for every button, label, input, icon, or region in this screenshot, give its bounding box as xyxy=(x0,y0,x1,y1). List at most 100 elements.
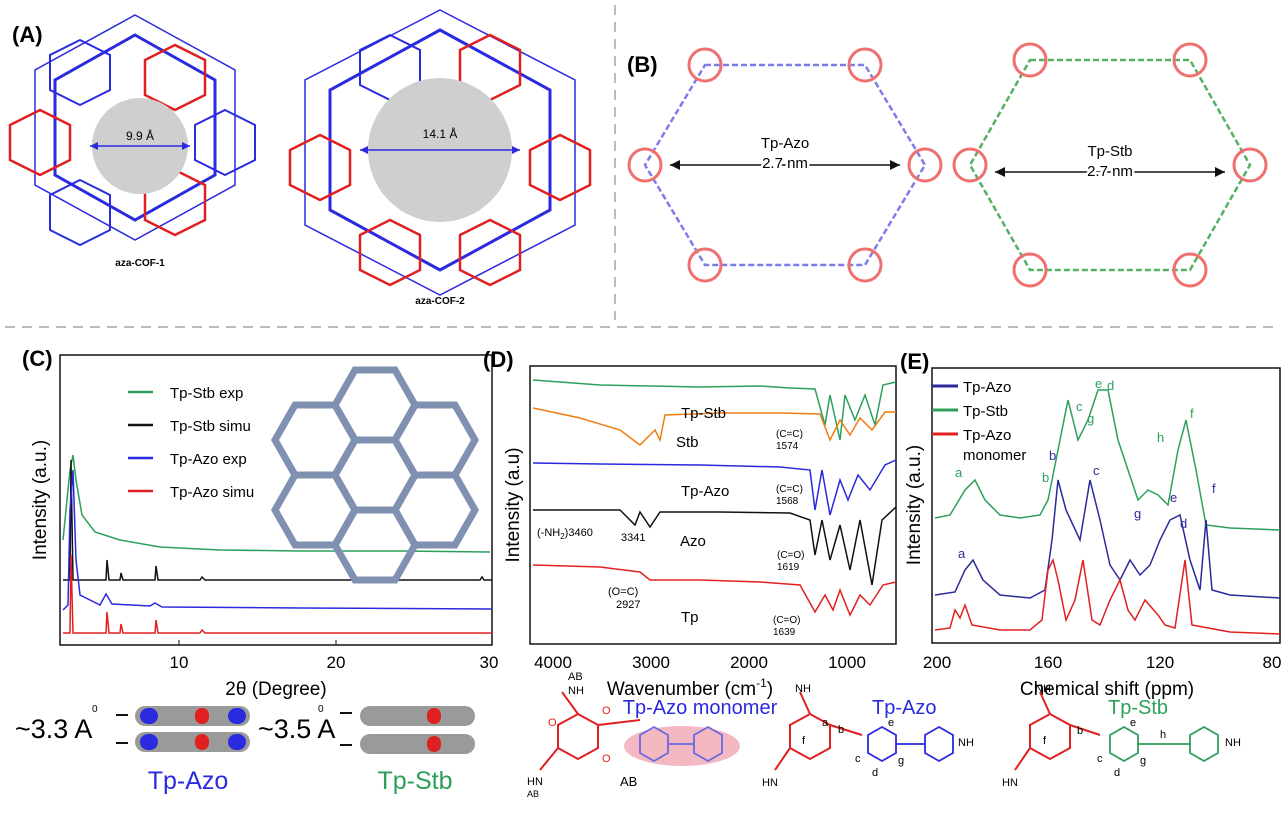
e-peak-stb-d: d xyxy=(1107,378,1114,393)
e-peak-azo-a: a xyxy=(958,546,966,561)
svg-text:O: O xyxy=(602,753,611,765)
d-ann-cc1-a: (C=C) xyxy=(776,429,803,440)
tp-azo-hexagon: Tp-Azo 2.7 nm xyxy=(627,47,943,283)
d-ann-oc-a: (O=C) xyxy=(608,586,638,598)
d-label-tp: Tp xyxy=(681,609,699,626)
c-xtick-30: 30 xyxy=(480,653,499,672)
tp-azo-size: 2.7 nm xyxy=(762,155,808,172)
d-ann-co2-b: 1639 xyxy=(773,627,796,638)
cof2-pore-label: 14.1 Å xyxy=(423,126,458,141)
d-ann-cc1-b: 1574 xyxy=(776,441,799,452)
d-xtick-4000: 4000 xyxy=(534,653,572,672)
d-trace-tp xyxy=(532,564,897,617)
svg-text:O: O xyxy=(548,717,557,729)
e-xtick-80: 80 xyxy=(1263,653,1282,672)
e-peak-stb-f: f xyxy=(1190,406,1194,421)
monomer-title: Tp-Azo monomer xyxy=(623,697,778,719)
stb-nh-right: NH xyxy=(1225,737,1241,749)
e-peak-stb-c: c xyxy=(1076,399,1083,414)
e-peak-stb-h: h xyxy=(1157,430,1164,445)
c-xlabel: 2θ (Degree) xyxy=(225,679,326,700)
cof2-label: aza-COF-2 xyxy=(415,296,465,307)
e-peak-azo-f: f xyxy=(1212,481,1216,496)
e-trace-tp-azo xyxy=(934,479,1281,599)
e-legend-monomer: monomer xyxy=(963,447,1026,464)
monomer-ab-top: AB xyxy=(568,671,583,683)
monomer-ab-bottom: AB xyxy=(527,789,539,799)
stb-nh: NH xyxy=(1035,683,1051,695)
stb-letter-f: f xyxy=(1043,735,1047,747)
tp-azo-name: Tp-Azo xyxy=(761,135,809,152)
panel-a-letter: (A) xyxy=(12,22,43,47)
d-ann-co2-a: (C=O) xyxy=(773,615,801,626)
e-peak-stb-e: e xyxy=(1095,376,1102,391)
c-ylabel: Intensity (a.u.) xyxy=(30,440,51,560)
azo-spacing: ~3.3 A xyxy=(15,714,92,744)
c-trace-tp-azo-simu xyxy=(63,554,492,634)
d-ann-cc2-b: 1568 xyxy=(776,496,799,507)
azo-letter-e: e xyxy=(888,717,894,729)
e-peak-azo-g: g xyxy=(1134,506,1141,521)
e-legend: Tp-Azo Tp-Stb Tp-Azo monomer xyxy=(932,379,1026,464)
d-label-tp-stb: Tp-Stb xyxy=(681,405,726,422)
tp-azo-monomer-molecule: O O O AB NH HN AB AB Tp-Azo monomer xyxy=(527,671,778,799)
azo-letter-d: d xyxy=(872,767,878,779)
stb-hn: HN xyxy=(1002,777,1018,789)
c-trace-tp-stb-exp xyxy=(62,454,491,553)
panel-d-axes xyxy=(529,365,897,645)
e-trace-tp-stb xyxy=(934,389,1281,531)
aza-cof-1-structure: 9.9 Å aza-COF-1 xyxy=(8,14,256,269)
d-ylabel: Intensity (a.u) xyxy=(503,447,524,562)
e-peak-stb-a: a xyxy=(955,465,963,480)
c-xtick-10: 10 xyxy=(170,653,189,672)
tp-azo-stacking-model: 0 ~3.3 A Tp-Azo xyxy=(15,704,250,795)
tp-stb-size: 2.7 nm xyxy=(1087,163,1133,180)
d-label-tp-azo: Tp-Azo xyxy=(681,483,729,500)
panel-c: (C) 10 20 30 2θ (Degree) Intensity (a.u.… xyxy=(22,346,498,700)
e-peak-azo-c: c xyxy=(1093,463,1100,478)
d-label-stb: Stb xyxy=(676,434,699,451)
d-xlabel: Wavenumber (cm-1) xyxy=(607,676,773,700)
e-legend-tp-azo: Tp-Azo xyxy=(963,379,1011,396)
panel-e: (E) 200 160 120 80 Chemical shift (ppm) … xyxy=(900,349,1281,700)
panel-d-letter: (D) xyxy=(483,347,514,372)
c-legend-tp-azo-exp: Tp-Azo exp xyxy=(170,451,247,468)
c-legend: Tp-Stb exp Tp-Stb simu Tp-Azo exp Tp-Azo… xyxy=(128,385,254,501)
cof1-pore-label: 9.9 Å xyxy=(126,128,154,143)
e-peak-stb-b: b xyxy=(1042,470,1049,485)
c-trace-tp-azo-exp xyxy=(62,469,493,611)
bottom-stacking: 0 ~3.3 A Tp-Azo 0 ~3.5 A Tp-Stb xyxy=(15,704,475,795)
stb-letter-g: g xyxy=(1140,755,1146,767)
panel-d: (D) 4000 3000 2000 1000 Wavenumber (cm-1… xyxy=(483,347,897,700)
monomer-hn: HN xyxy=(527,776,543,788)
c-xtick-20: 20 xyxy=(327,653,346,672)
d-trace-azo xyxy=(533,506,897,586)
stb-letter-c: c xyxy=(1097,753,1103,765)
d-ann-oc-b: 2927 xyxy=(616,599,640,611)
azo-spacing-sup: 0 xyxy=(92,704,98,715)
tp-azo-title: Tp-Azo xyxy=(872,697,936,719)
tp-stb-title: Tp-Stb xyxy=(1108,697,1168,719)
stb-letter-e: e xyxy=(1130,717,1136,729)
stb-letter-b: b xyxy=(1077,725,1083,737)
c-legend-tp-stb-simu: Tp-Stb simu xyxy=(170,418,251,435)
e-xtick-200: 200 xyxy=(923,653,951,672)
e-legend-tp-stb: Tp-Stb xyxy=(963,403,1008,420)
monomer-ab-label: AB xyxy=(620,774,637,789)
tp-stb-hexagon: Tp-Stb 2.7 nm xyxy=(952,42,1268,288)
e-xtick-160: 160 xyxy=(1034,653,1062,672)
tp-stb-name: Tp-Stb xyxy=(1087,143,1132,160)
d-xtick-3000: 3000 xyxy=(632,653,670,672)
e-xtick-120: 120 xyxy=(1146,653,1174,672)
d-ann-nh: (-NH2)3460 xyxy=(537,527,593,541)
panel-b: (B) Tp-Azo 2.7 nm Tp-Stb xyxy=(627,42,1268,288)
e-peak-azo-d: d xyxy=(1180,516,1187,531)
svg-text:O: O xyxy=(602,705,611,717)
stb-spacing: ~3.5 A xyxy=(258,714,335,744)
e-ylabel: Intensity (a.u.) xyxy=(904,445,925,565)
d-trace-stb xyxy=(532,407,896,446)
d-ann-co1-a: (C=O) xyxy=(777,550,805,561)
tp-azo-molecule: Tp-Azo a b c d e f g NH HN NH xyxy=(762,683,974,789)
c-legend-tp-stb-exp: Tp-Stb exp xyxy=(170,385,243,402)
